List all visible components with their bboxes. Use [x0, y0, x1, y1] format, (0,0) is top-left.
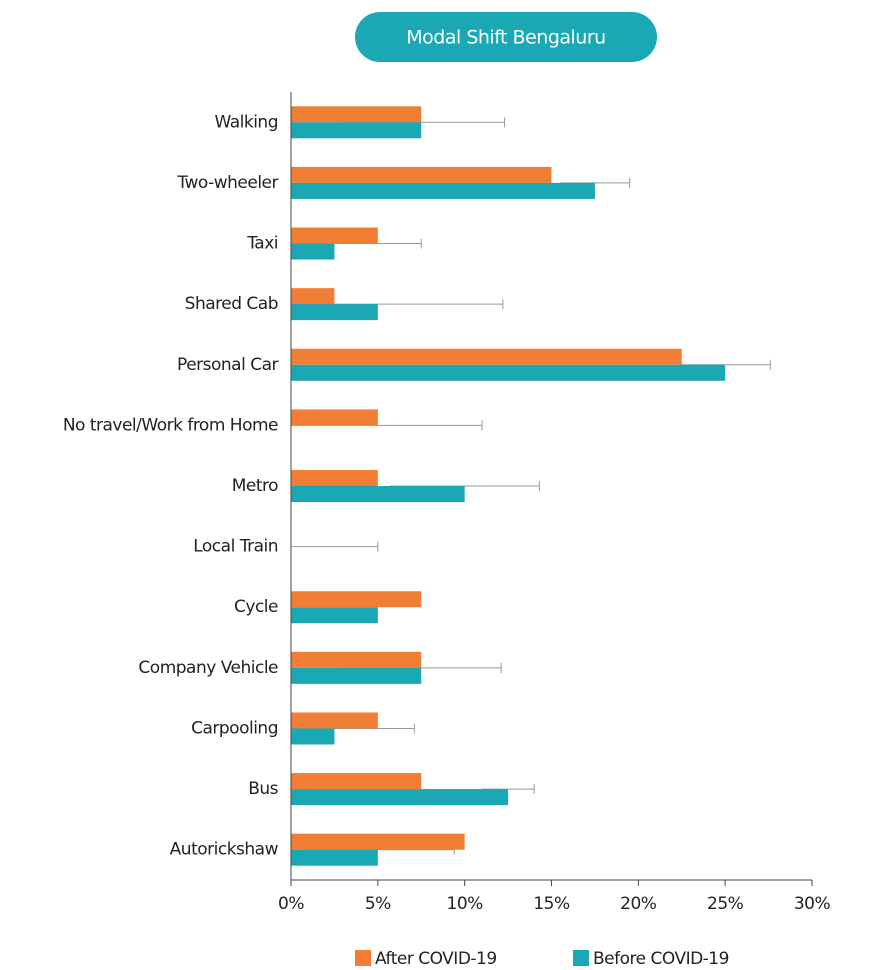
x-tick-label: 25% — [707, 894, 744, 914]
y-tick-label: Taxi — [246, 234, 278, 254]
y-tick-label: Carpooling — [191, 718, 278, 738]
bar — [291, 789, 509, 806]
x-tick-label: 0% — [278, 894, 304, 914]
x-tick-label: 30% — [794, 894, 831, 914]
y-tick-label: Metro — [232, 476, 278, 496]
bar — [291, 486, 465, 502]
x-tick-label: 10% — [447, 894, 484, 914]
bar — [291, 409, 378, 426]
y-tick-label: Walking — [215, 112, 279, 132]
bar — [291, 288, 335, 305]
bar — [291, 712, 378, 729]
bar — [291, 227, 378, 244]
bar — [291, 122, 422, 139]
x-tick-label: 20% — [620, 894, 657, 914]
bar — [291, 667, 422, 684]
legend-swatch — [355, 950, 371, 966]
legend-label: After COVID-19 — [375, 949, 497, 969]
bar — [291, 364, 726, 381]
bar — [291, 166, 552, 183]
y-tick-label: Local Train — [193, 537, 278, 557]
bar — [291, 182, 595, 199]
y-tick-label: Cycle — [234, 597, 278, 617]
x-tick-label: 5% — [365, 894, 391, 914]
bar — [291, 728, 335, 745]
y-tick-label: Company Vehicle — [138, 658, 278, 678]
bar — [291, 607, 378, 624]
legend-swatch — [573, 950, 589, 966]
bar — [291, 348, 682, 365]
error-bar — [291, 541, 379, 552]
y-tick-label: Bus — [248, 779, 278, 799]
bar — [291, 106, 422, 123]
bar — [291, 773, 422, 790]
y-tick-label: Two-wheeler — [176, 173, 278, 193]
bar — [291, 651, 422, 668]
x-tick-label: 15% — [533, 894, 570, 914]
title-pill — [355, 12, 657, 62]
bar — [291, 470, 378, 486]
bar — [291, 849, 378, 866]
bar — [291, 304, 378, 321]
y-tick-label: Personal Car — [177, 355, 278, 375]
chart-title: Modal Shift Bengaluru — [406, 27, 605, 49]
y-tick-label: Shared Cab — [185, 294, 278, 314]
y-tick-label: No travel/Work from Home — [63, 415, 278, 435]
y-tick-label: Autorickshaw — [170, 840, 279, 860]
bar — [291, 833, 465, 850]
bar — [291, 591, 422, 608]
bar — [291, 243, 335, 260]
legend-label: Before COVID-19 — [593, 949, 729, 969]
